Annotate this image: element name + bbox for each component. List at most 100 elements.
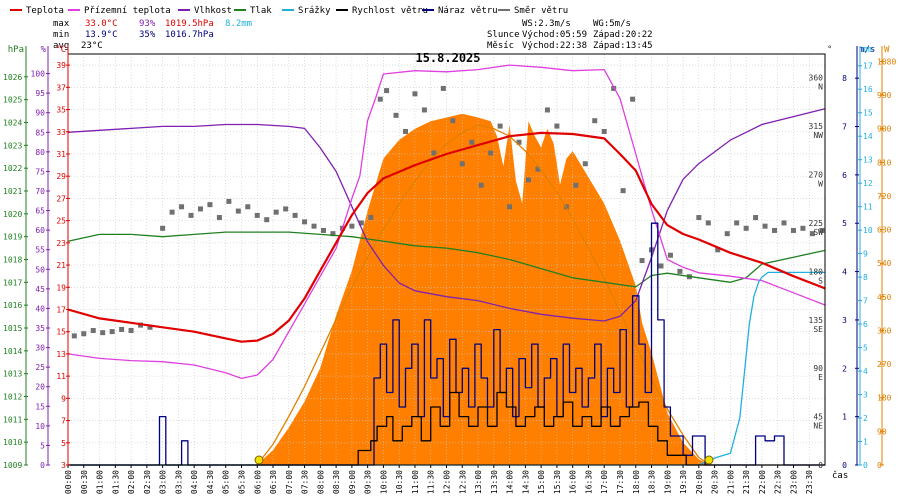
mm-tick-label: 4 [863,367,868,376]
dir-compass-label: E [818,373,823,382]
legend-label: Náraz větru [438,6,498,16]
temp-tick-label: 35 [56,106,66,115]
mm-tick-label: 14 [863,132,873,141]
wind-direction-point [497,123,503,129]
pct-tick-label: 70 [35,187,45,196]
mm-tick-label: 15 [863,109,873,118]
wind-direction-point [516,139,522,145]
x-tick-label: 04:00 [190,470,199,494]
wind-direction-point [431,150,437,156]
moon-label: Měsíc [487,41,514,51]
wind-direction-point [772,227,778,233]
x-tick-label: 18:30 [648,470,657,494]
dir-compass-label: N [818,83,823,92]
hpa-tick-label: 1018 [3,256,22,265]
pct-tick-label: 80 [35,148,45,157]
wm2-tick-label: 810 [877,158,892,167]
temp-axis-unit: °C [55,45,66,55]
astro-info: WS:2.3m/s WG:5m/s Slunce Východ:05:59 Zá… [487,19,653,51]
stats-avg-temp: 23°C [81,41,103,51]
x-tick-label: 10:30 [395,470,404,494]
hpa-tick-label: 1022 [3,164,22,173]
hpa-tick-label: 1009 [3,461,22,470]
x-tick-label: 08:30 [332,470,341,494]
wind-direction-point [554,123,560,129]
wm2-tick-label: 180 [877,394,892,403]
legend-label: Rychlost větru [352,6,428,16]
x-tick-label: 09:30 [364,470,373,494]
x-tick-label: 23:30 [805,470,814,494]
pct-tick-label: 100 [31,70,46,79]
temp-tick-label: 17 [56,305,66,314]
x-tick-label: 14:00 [506,470,515,494]
wind-direction-point [349,223,355,229]
wind-direction-point [188,212,194,218]
wind-direction-point [393,112,399,118]
temp-tick-label: 31 [56,150,66,159]
wm2-tick-label: 540 [877,259,892,268]
wind-direction-point [235,208,241,214]
sunrise-marker [254,455,264,465]
solar-radiation-area [256,113,711,466]
hpa-tick-label: 1026 [3,73,22,82]
wind-direction-point [254,212,260,218]
dir-tick-label: 45 [813,413,823,422]
x-tick-label: 20:30 [711,470,720,494]
wind-direction-point [330,231,336,237]
moon-rise: Východ:22:38 [522,41,587,51]
temp-tick-label: 27 [56,194,66,203]
wm2-axis-unit: W [884,45,890,55]
hpa-tick-label: 1010 [3,438,22,447]
chart-title: 15.8.2025 [415,51,480,65]
wind-direction-point [179,204,185,210]
hpa-axis-unit: hPa [8,45,24,55]
wind-direction-point [90,328,96,334]
wind-direction-point [302,219,308,225]
wm2-tick-label: 1080 [877,57,896,66]
x-tick-label: 06:00 [253,470,262,494]
wind-direction-point [544,107,550,113]
wm2-tick-label: 90 [877,427,887,436]
legend-label: Přízemní teplota [84,6,171,16]
x-tick-label: 13:00 [474,470,483,494]
wm2-tick-label: 900 [877,125,892,134]
x-tick-label: 12:30 [458,470,467,494]
stats-max-hum: 93% [139,19,156,29]
wind-direction-point [160,225,166,231]
legend: Teplota Přízemní teplota Vlhkost Tlak Srážky… [10,6,568,16]
temp-tick-label: 33 [56,128,66,137]
x-tick-label: 14:30 [521,470,530,494]
wind-direction-point [611,85,617,91]
pct-tick-label: 45 [35,285,45,294]
wind-direction-point [226,198,232,204]
stats-block: max 33.0°C 93% 1019.5hPa 8.2mm min 13.9°… [53,19,252,51]
x-tick-label: 15:30 [553,470,562,494]
dir-axis-unit: ° [827,45,832,55]
wind-direction-point [169,209,175,215]
wind-direction-point [384,88,390,94]
wind-direction-point [696,215,702,221]
x-tick-label: 06:30 [269,470,278,494]
dir-tick-label: 360 [809,74,824,83]
wm2-tick-label: 450 [877,293,892,302]
wm2-tick-label: 360 [877,326,892,335]
stats-min-temp: 13.9°C [85,30,118,40]
wind-direction-point [402,128,408,134]
temp-tick-label: 39 [56,61,66,70]
ms-tick-label: 2 [842,364,847,373]
legend-label: Směr větru [514,6,568,16]
wind-direction-point [573,182,579,188]
x-tick-label: 03:30 [174,470,183,494]
x-tick-label: 19:00 [663,470,672,494]
stats-min-hum: 35% [139,30,156,40]
wind-direction-point [292,212,298,218]
temp-tick-label: 23 [56,239,66,248]
dir-tick-label: 135 [809,316,824,325]
series-line [68,222,825,466]
solar-layer [256,113,711,466]
x-tick-label: 05:30 [237,470,246,494]
wm2-tick-label: 990 [877,91,892,100]
mm-tick-label: 10 [863,226,873,235]
